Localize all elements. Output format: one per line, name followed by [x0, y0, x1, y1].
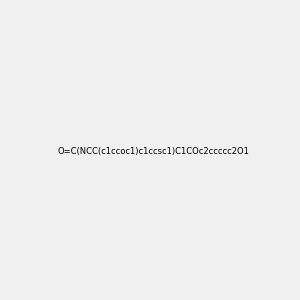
Text: O=C(NCC(c1ccoc1)c1ccsc1)C1COc2ccccc2O1: O=C(NCC(c1ccoc1)c1ccsc1)C1COc2ccccc2O1	[58, 147, 250, 156]
